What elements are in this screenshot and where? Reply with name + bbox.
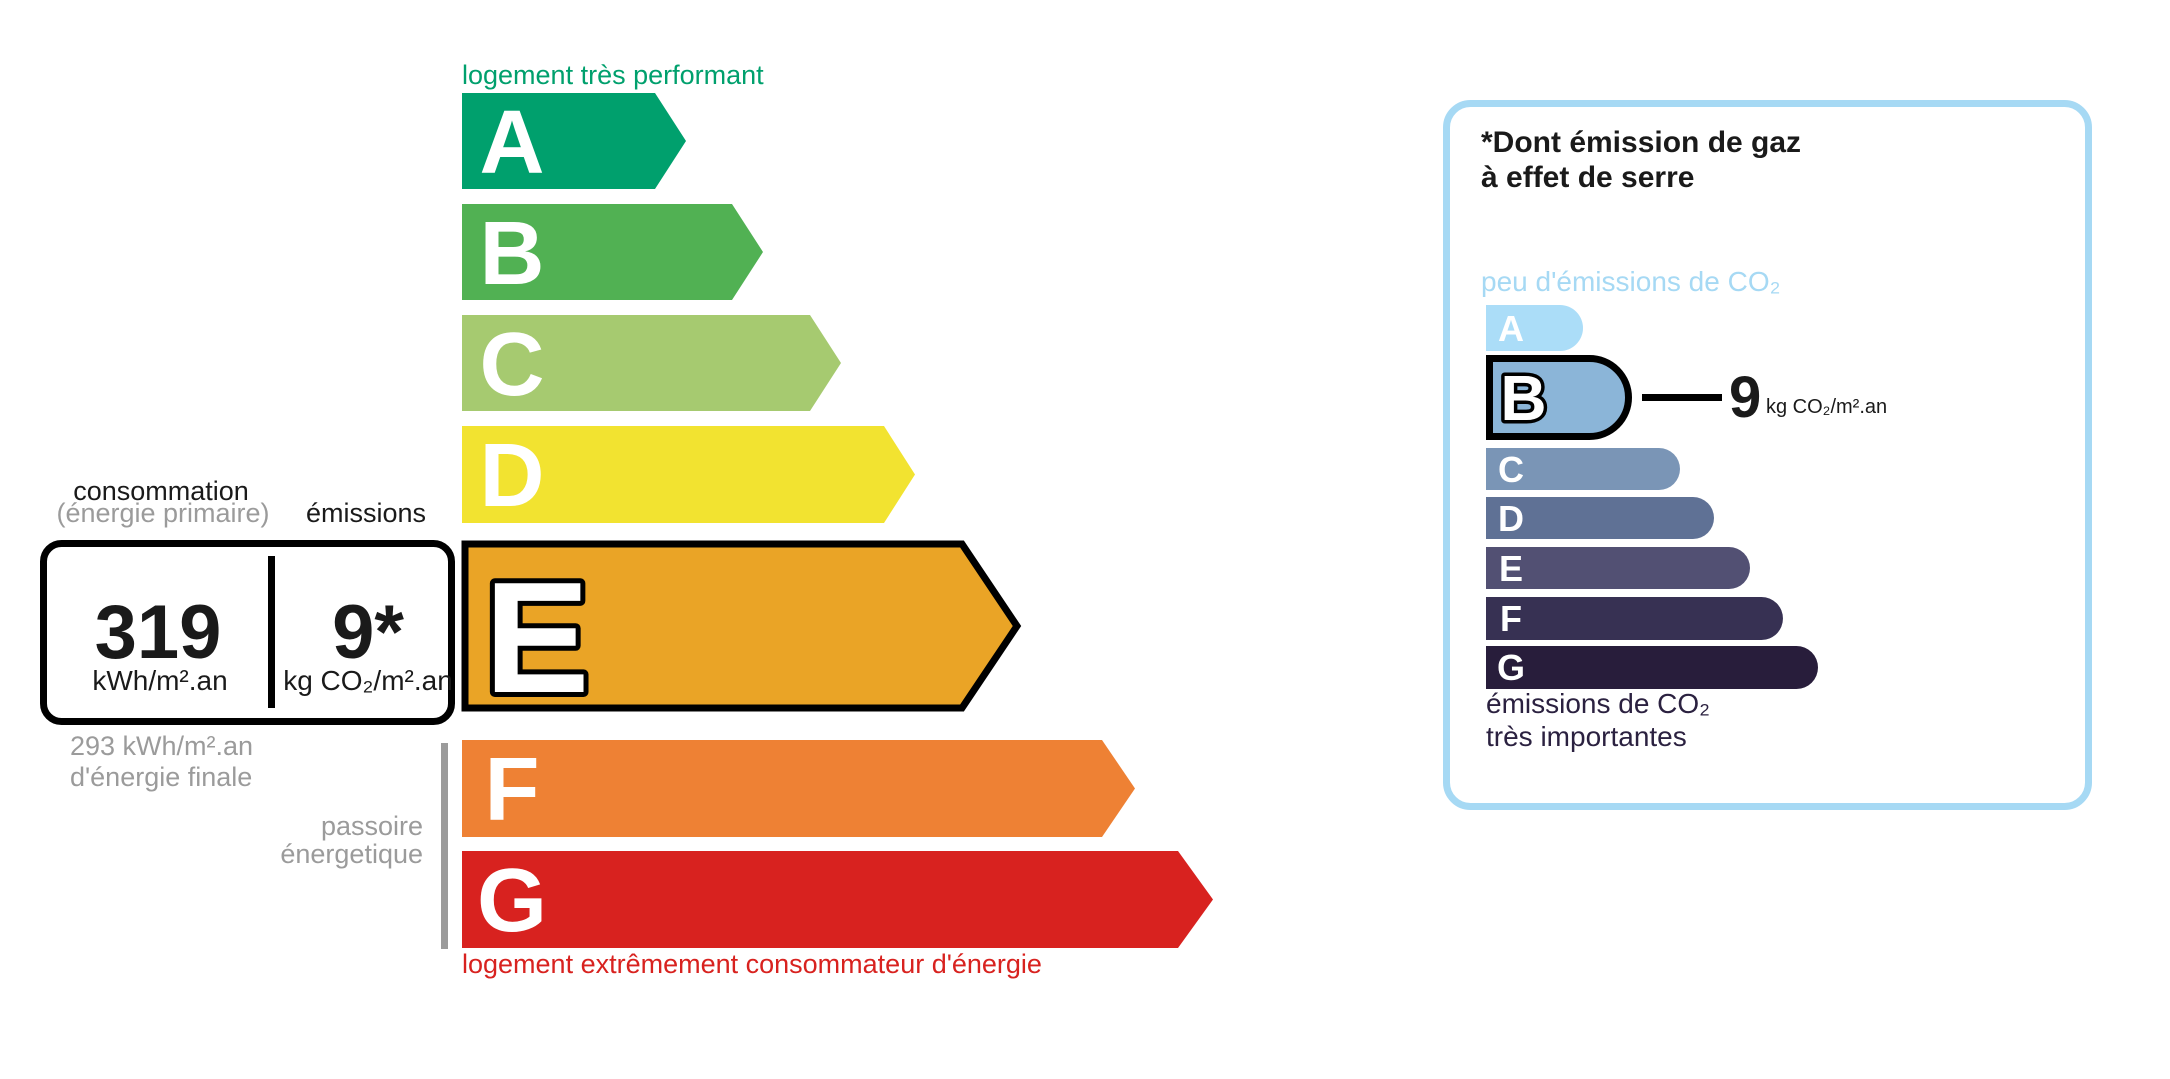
consumption-sublabel: (énergie primaire) (56, 498, 269, 528)
consumption-value: 319 (95, 590, 222, 675)
co2-bar-letter-g: G (1497, 647, 1525, 688)
co2-panel-title-line1: *Dont émission de gaz (1481, 126, 1801, 159)
sieve-label-line2: énergetique (280, 839, 423, 869)
energy-arrow-letter-g: G (477, 851, 547, 951)
energy-arrow-b (462, 204, 763, 300)
co2-value-unit: kg CO₂/m².an (1766, 396, 1887, 418)
co2-bar-letter-c: C (1498, 449, 1524, 490)
co2-high-label-line1: émissions de CO₂ (1486, 688, 1710, 719)
co2-bar-c (1486, 448, 1680, 490)
energy-arrow-g (462, 851, 1213, 948)
energy-bottom-label: logement extrêmement consommateur d'éner… (462, 949, 1042, 979)
energy-arrow-letter-c: C (480, 315, 545, 415)
energy-arrow-letter-f: F (485, 740, 540, 840)
co2-bar-a (1486, 305, 1583, 351)
values-box (40, 540, 455, 725)
co2-value: 9 (1729, 365, 1761, 430)
co2-bar-g (1486, 646, 1818, 689)
energy-top-label: logement très performant (462, 60, 764, 90)
sieve-bracket-bar (441, 743, 448, 949)
energy-arrow-letter-e: E (484, 550, 589, 726)
emissions-value: 9* (332, 590, 404, 675)
co2-high-label-line2: très importantes (1486, 721, 1687, 752)
co2-bar-letter-d: D (1498, 498, 1524, 539)
consumption-unit: kWh/m².an (92, 665, 227, 696)
final-energy-line1: 293 kWh/m².an (70, 731, 253, 761)
energy-arrow-letter-a: A (480, 93, 545, 193)
energy-arrow-letter-d: D (480, 426, 545, 526)
emissions-label: émissions (306, 498, 426, 528)
energy-arrow-a (462, 93, 686, 189)
co2-bar-b-current (1486, 355, 1632, 440)
emissions-unit: kg CO₂/m².an (283, 665, 453, 696)
energy-arrow-e-current (461, 540, 1022, 712)
co2-low-label: peu d'émissions de CO₂ (1481, 266, 1780, 297)
final-energy-line2: d'énergie finale (70, 762, 252, 792)
energy-arrow-letter-b: B (480, 204, 545, 304)
co2-bar-letter-b: B (1500, 362, 1546, 434)
energy-arrow-d (462, 426, 915, 523)
co2-bar-e (1486, 547, 1750, 589)
consumption-label: consommation (73, 476, 249, 506)
co2-bar-letter-a: A (1498, 308, 1524, 349)
co2-bar-f (1486, 597, 1783, 640)
co2-bar-letter-e: E (1499, 548, 1523, 589)
energy-arrow-c (462, 315, 841, 411)
energy-arrow-f (462, 740, 1135, 837)
co2-bar-letter-f: F (1500, 598, 1522, 639)
co2-panel-title-line2: à effet de serre (1481, 161, 1694, 194)
sieve-label-line1: passoire (321, 811, 423, 841)
co2-bar-d (1486, 497, 1714, 539)
